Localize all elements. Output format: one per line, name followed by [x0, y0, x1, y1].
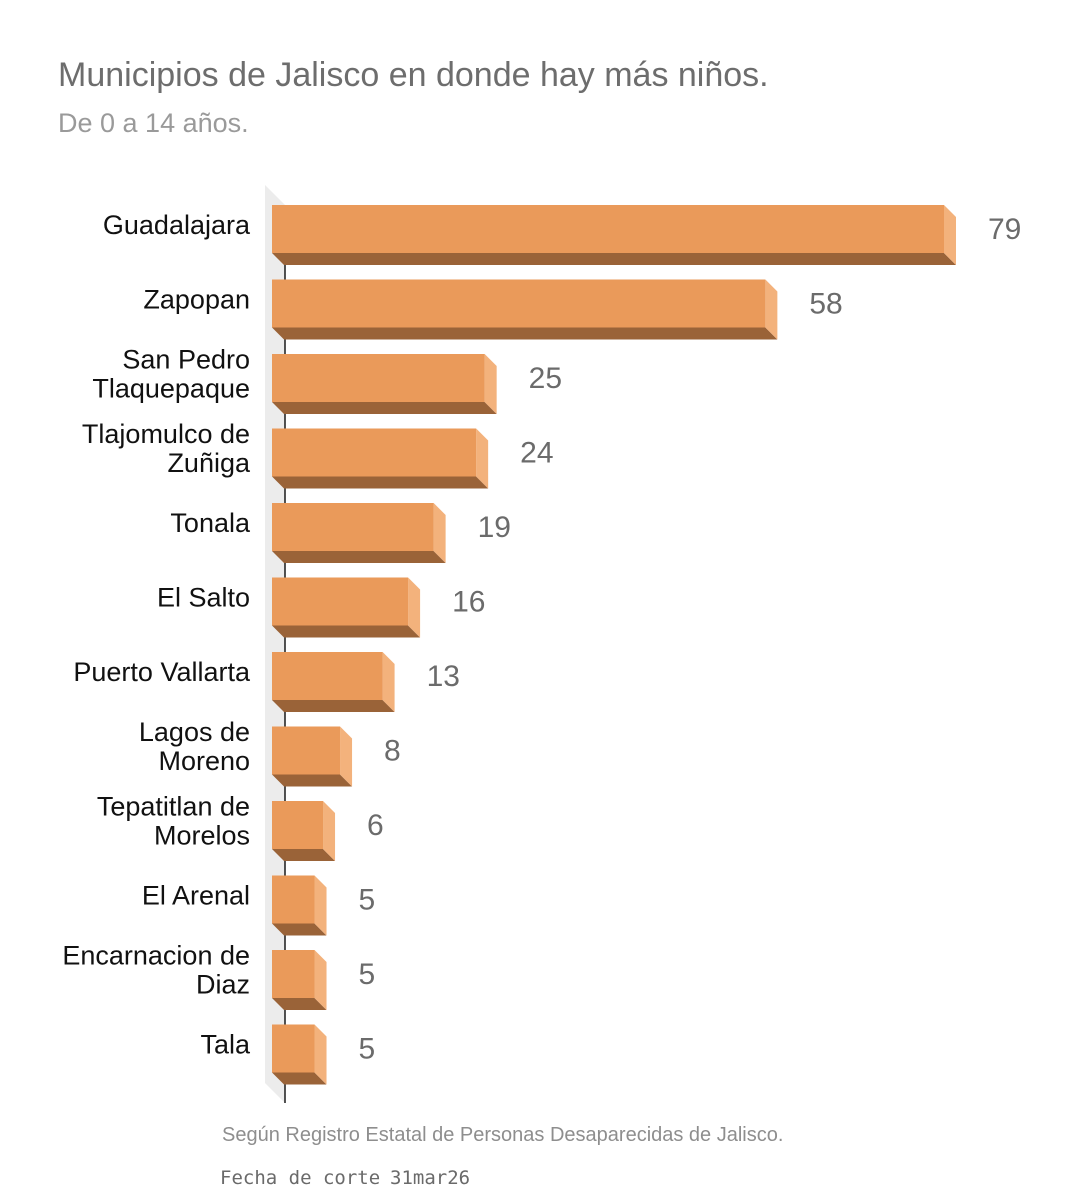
- value-label: 58: [809, 287, 842, 320]
- value-label: 5: [359, 958, 376, 991]
- category-label: El Salto: [157, 583, 250, 613]
- category-label: Zuñiga: [167, 448, 251, 478]
- source-note: Según Registro Estatal de Personas Desap…: [222, 1124, 784, 1146]
- category-label: Tepatitlan de: [97, 792, 250, 822]
- bar-side-face: [433, 503, 446, 563]
- bar: [272, 1024, 327, 1085]
- axis-wall: [265, 185, 285, 1103]
- bar: [272, 801, 336, 861]
- category-label: Encarnacion de: [62, 941, 250, 971]
- bar-front-face: [272, 950, 315, 998]
- value-label: 5: [359, 883, 376, 916]
- bar-bottom-face: [272, 998, 327, 1010]
- bar-side-face: [323, 801, 336, 861]
- bar-front-face: [272, 875, 315, 924]
- bar-bottom-face: [272, 923, 327, 936]
- bar-side-face: [476, 428, 489, 489]
- bar-side-face: [484, 354, 497, 414]
- value-label: 25: [529, 362, 562, 395]
- bar-side-face: [314, 950, 327, 1010]
- category-label: Zapopan: [143, 285, 250, 315]
- bar-front-face: [272, 205, 944, 253]
- bar-front-face: [272, 652, 383, 700]
- value-label: 19: [478, 511, 511, 544]
- value-label: 6: [367, 809, 384, 842]
- bar-front-face: [272, 428, 477, 477]
- value-label: 16: [452, 585, 485, 618]
- chart-title: Municipios de Jalisco en donde hay más n…: [58, 56, 769, 94]
- category-label: Tala: [200, 1030, 251, 1060]
- bar: [272, 354, 497, 414]
- bar-side-face: [340, 726, 353, 787]
- bar: [272, 726, 353, 787]
- bar-front-face: [272, 1024, 315, 1073]
- bar-front-face: [272, 801, 324, 849]
- bar-front-face: [272, 279, 766, 328]
- bar: [272, 652, 395, 712]
- bar: [272, 950, 327, 1010]
- cutoff-label: Fecha de corte: [220, 1167, 381, 1189]
- category-label: El Arenal: [142, 881, 250, 911]
- bar-bottom-face: [272, 1072, 327, 1085]
- cutoff-date: 31mar26: [390, 1167, 471, 1189]
- bar: [272, 205, 956, 265]
- value-label: 13: [427, 660, 460, 693]
- bar-front-face: [272, 503, 434, 551]
- bar-bottom-face: [272, 774, 353, 787]
- value-label: 5: [359, 1032, 376, 1065]
- category-label: Lagos de: [139, 717, 250, 747]
- bar: [272, 577, 421, 638]
- value-label: 8: [384, 734, 401, 767]
- bar-bottom-face: [272, 700, 395, 712]
- bar: [272, 875, 327, 936]
- bar-bottom-face: [272, 253, 956, 265]
- bar: [272, 279, 778, 340]
- bar-front-face: [272, 354, 485, 402]
- bar-side-face: [765, 279, 778, 340]
- category-label: Guadalajara: [103, 210, 251, 240]
- bar-side-face: [408, 577, 421, 638]
- category-label: San Pedro: [122, 345, 250, 375]
- category-label: Tonala: [170, 508, 251, 538]
- category-label: Morelos: [154, 821, 250, 851]
- bar-side-face: [944, 205, 956, 265]
- bar-bottom-face: [272, 402, 497, 414]
- category-label: Puerto Vallarta: [73, 657, 251, 687]
- category-label: Diaz: [196, 970, 250, 1000]
- bar-bottom-face: [272, 551, 446, 563]
- value-label: 24: [520, 436, 553, 469]
- category-label: Moreno: [158, 746, 250, 776]
- bar-side-face: [314, 875, 327, 936]
- bar-front-face: [272, 577, 409, 626]
- bar-bottom-face: [272, 625, 421, 638]
- bar-front-face: [272, 726, 341, 775]
- bar-side-face: [314, 1024, 327, 1085]
- category-label: Tlajomulco de: [82, 419, 250, 449]
- value-label: 79: [988, 213, 1021, 246]
- bar: [272, 503, 446, 563]
- bar-bottom-face: [272, 476, 489, 489]
- bar-bottom-face: [272, 327, 778, 340]
- category-label: Tlaquepaque: [92, 374, 250, 404]
- bar-bottom-face: [272, 849, 336, 861]
- chart-subtitle: De 0 a 14 años.: [58, 108, 249, 138]
- bar: [272, 428, 489, 489]
- bar-side-face: [382, 652, 395, 712]
